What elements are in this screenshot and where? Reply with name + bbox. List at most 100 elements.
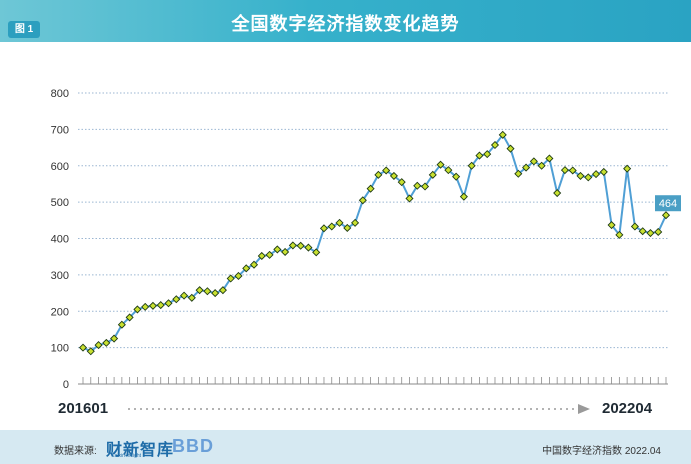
title-bar: 图 1 全国数字经济指数变化趋势 <box>0 0 691 42</box>
data-point <box>428 170 437 179</box>
data-point <box>133 305 142 314</box>
y-tick-label: 800 <box>51 88 69 100</box>
data-point <box>420 182 430 191</box>
x-axis-start-label: 201601 <box>58 400 109 417</box>
data-point <box>630 222 639 231</box>
data-point <box>405 194 414 203</box>
y-tick-label: 600 <box>51 161 69 173</box>
data-point <box>125 313 134 322</box>
data-point <box>312 248 321 257</box>
data-point <box>327 222 336 231</box>
data-point <box>483 150 492 159</box>
last-value-label: 464 <box>659 198 677 210</box>
y-tick-label: 0 <box>63 379 69 391</box>
data-point <box>498 130 507 139</box>
data-point <box>607 221 616 230</box>
data-point <box>265 250 274 259</box>
data-point <box>117 320 126 329</box>
data-point <box>218 286 227 295</box>
data-point <box>490 140 500 150</box>
data-point <box>560 166 569 175</box>
data-point <box>226 274 235 283</box>
data-point <box>164 299 173 308</box>
data-point <box>661 211 671 220</box>
data-point <box>296 241 305 250</box>
data-point <box>459 192 468 201</box>
data-point <box>249 260 259 269</box>
data-point <box>195 286 204 295</box>
y-tick-label: 100 <box>51 343 69 355</box>
data-point <box>187 293 196 302</box>
chart-title: 全国数字经济指数变化趋势 <box>231 14 460 34</box>
data-point <box>397 178 406 187</box>
data-point <box>78 343 88 352</box>
x-axis-end-label: 202204 <box>602 400 653 417</box>
data-point <box>203 287 212 296</box>
data-point <box>467 161 476 170</box>
footer-bar: 数据来源: 财新智库 Caixin Insight BBD 中国数字经济指数 2… <box>0 430 691 464</box>
data-point <box>623 164 632 173</box>
data-point <box>366 184 375 193</box>
data-point <box>615 230 624 239</box>
data-point <box>413 181 422 190</box>
data-point <box>599 167 608 176</box>
data-point <box>180 291 189 300</box>
data-point <box>436 160 445 169</box>
data-point <box>576 171 585 180</box>
data-point <box>172 295 181 304</box>
y-tick-label: 500 <box>51 197 69 209</box>
footer-caption: 中国数字经济指数 2022.04 <box>542 446 661 457</box>
data-point <box>389 171 398 180</box>
timeline-arrow-head <box>578 404 590 414</box>
bbd-logo: BBD <box>172 436 214 456</box>
data-point <box>335 218 344 227</box>
data-point <box>452 172 461 181</box>
data-point <box>110 334 119 343</box>
data-point <box>257 251 266 260</box>
y-tick-label: 700 <box>51 124 69 136</box>
data-point <box>506 144 515 153</box>
data-point <box>319 224 329 233</box>
data-point <box>514 169 523 178</box>
data-point <box>94 341 103 350</box>
data-point <box>592 170 601 179</box>
last-value-callout <box>655 195 681 212</box>
data-point <box>234 271 243 281</box>
data-point <box>529 157 538 166</box>
caixin-logo: 财新智库 <box>106 442 175 459</box>
data-point <box>374 170 383 179</box>
caixin-logo-subtitle: Caixin Insight <box>111 453 142 459</box>
data-point <box>273 245 282 254</box>
y-tick-label: 300 <box>51 270 69 282</box>
figure-badge: 图 1 <box>8 21 40 38</box>
source-label: 数据来源: <box>54 446 97 457</box>
data-point <box>148 301 157 310</box>
data-point <box>102 338 111 347</box>
data-point <box>545 154 554 163</box>
data-point <box>522 163 531 172</box>
data-point <box>351 218 360 227</box>
y-tick-label: 200 <box>51 306 69 318</box>
data-point <box>141 302 150 311</box>
data-point <box>343 223 352 232</box>
data-point <box>382 166 391 175</box>
data-point <box>646 229 655 238</box>
y-tick-label: 400 <box>51 234 69 246</box>
data-point <box>475 151 484 160</box>
data-point <box>242 264 251 273</box>
series-line <box>82 132 667 353</box>
data-point <box>654 227 663 236</box>
data-point <box>358 196 367 205</box>
data-point <box>281 247 290 256</box>
data-point <box>537 161 546 170</box>
data-point <box>211 289 220 298</box>
data-point <box>156 301 165 310</box>
data-point <box>568 166 577 175</box>
data-point <box>553 188 562 198</box>
data-point <box>584 173 593 182</box>
data-point <box>86 347 95 356</box>
data-point <box>304 243 313 252</box>
data-point <box>444 166 453 175</box>
data-point <box>638 227 647 236</box>
